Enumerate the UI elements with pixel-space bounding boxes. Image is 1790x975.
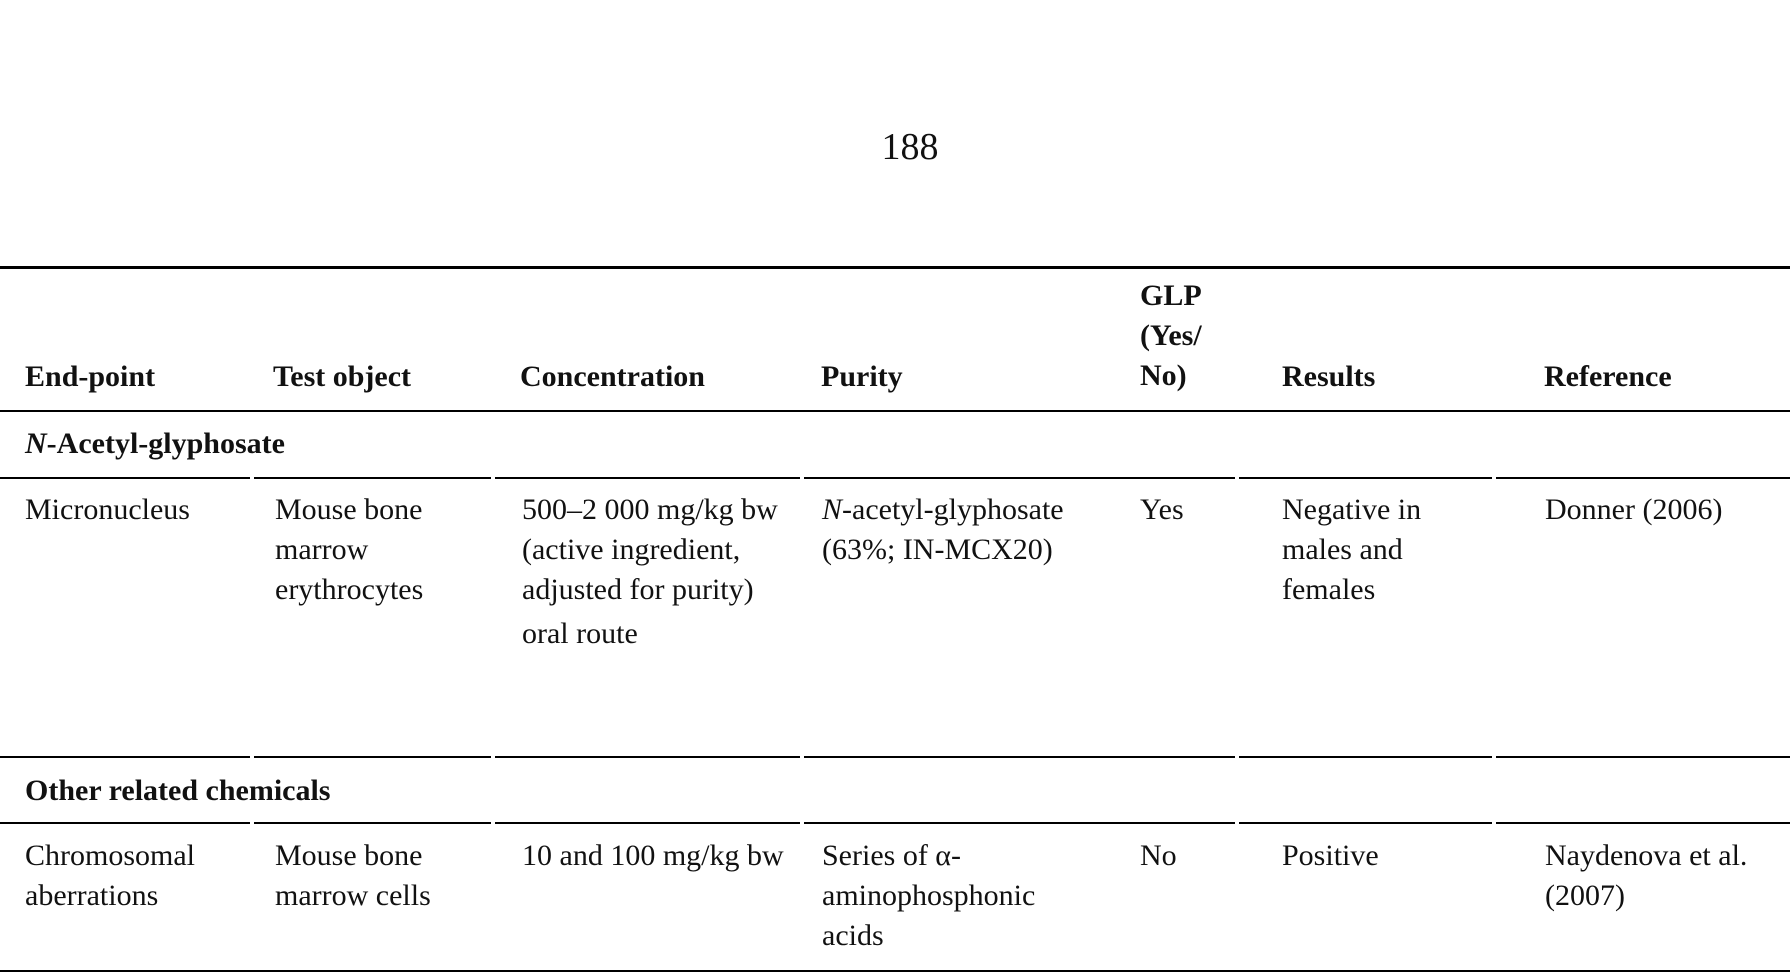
cell-reference: Naydenova et al. (2007) [1545,839,1748,912]
cell-purity: Series of α-aminophosphonic acids [822,839,1036,952]
header-glp-line: No) [1140,359,1187,392]
cell-glp: Yes [1140,493,1184,526]
cell-purity-text: -acetyl-glyphosate (63%; IN-MCX20) [822,493,1064,566]
cell-test-object: Mouse bone marrow erythrocytes [275,493,424,606]
cell-concentration-route: oral route [522,617,638,650]
section-title: Other related chemicals [25,774,331,807]
section-title-italic: N [25,427,47,460]
cell-concentration: 10 and 100 mg/kg bw [522,839,784,872]
header-glp: GLP (Yes/ No) [1140,276,1202,396]
cell-glp: No [1140,839,1177,872]
cell-purity: N-acetyl-glyphosate (63%; IN-MCX20) [822,490,1084,570]
header-reference: Reference [1544,360,1672,393]
header-glp-line: GLP [1140,279,1202,312]
cell-concentration-text: 500–2 000 mg/kg bw (active ingredient, a… [522,493,778,606]
cell-concentration: 500–2 000 mg/kg bw (active ingredient, a… [522,490,790,654]
header-test-object: Test object [273,360,412,393]
cell-endpoint: Micronucleus [25,493,190,526]
table-top-rule [0,266,1790,269]
header-bottom-rule [0,410,1790,412]
header-purity: Purity [821,360,903,393]
header-concentration: Concentration [520,360,705,393]
cell-test-object: Mouse bone marrow cells [275,839,431,912]
header-endpoint: End-point [25,360,156,393]
cell-reference: Donner (2006) [1545,493,1723,526]
page-number: 188 [881,126,939,168]
cell-purity-italic: N [822,493,843,526]
cell-results: Negative in males and females [1282,493,1422,606]
header-results: Results [1282,360,1376,393]
cell-endpoint: Chromosomal aberrations [25,839,195,912]
header-glp-line: (Yes/ [1140,319,1202,352]
section-title: N-Acetyl-glyphosate [25,424,285,464]
cell-results: Positive [1282,839,1379,872]
section-title-text: -Acetyl-glyphosate [46,427,285,460]
table-bottom-rule [0,970,1790,972]
